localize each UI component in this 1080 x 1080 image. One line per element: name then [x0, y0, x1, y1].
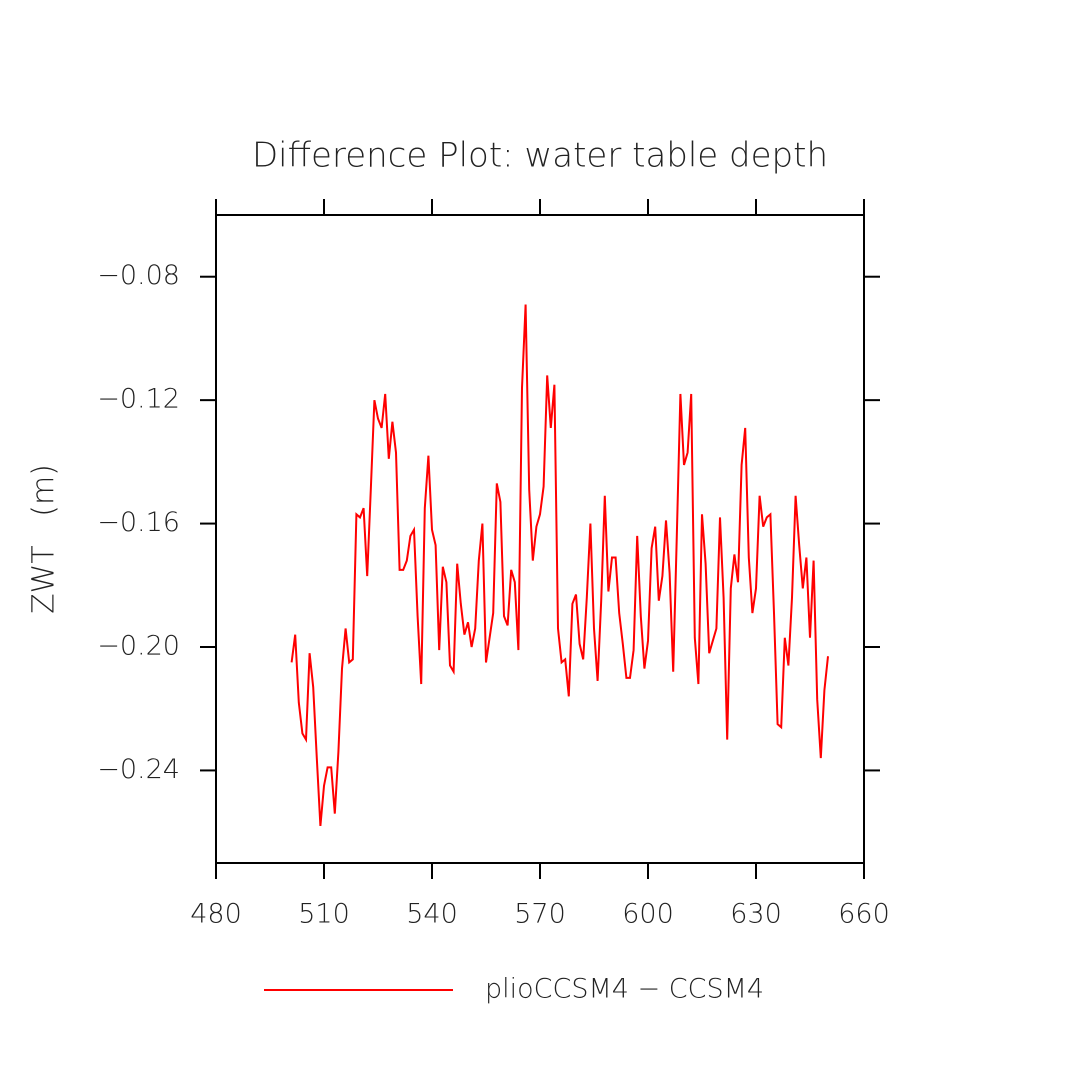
x-tick-label: 480	[190, 899, 242, 930]
y-tick-label: −0.20	[97, 631, 180, 662]
x-tick-label: 540	[406, 899, 458, 930]
x-tick-label: 630	[730, 899, 782, 930]
legend-label: plioCCSM4 − CCSM4	[485, 974, 764, 1005]
data-line	[290, 304, 829, 827]
x-tick-label: 600	[622, 899, 674, 930]
x-tick-label: 570	[514, 899, 566, 930]
chart-title: Difference Plot: water table depth	[252, 136, 828, 176]
y-tick-label: −0.08	[97, 260, 180, 291]
y-tick-label: −0.24	[97, 754, 180, 785]
y-tick-label: −0.16	[97, 507, 180, 538]
x-tick-label: 660	[838, 899, 890, 930]
x-tick-label: 510	[298, 899, 350, 930]
plot-frame	[215, 214, 865, 864]
y-tick-label: −0.12	[97, 384, 180, 415]
y-axis-label: ZWT (m)	[27, 464, 62, 614]
